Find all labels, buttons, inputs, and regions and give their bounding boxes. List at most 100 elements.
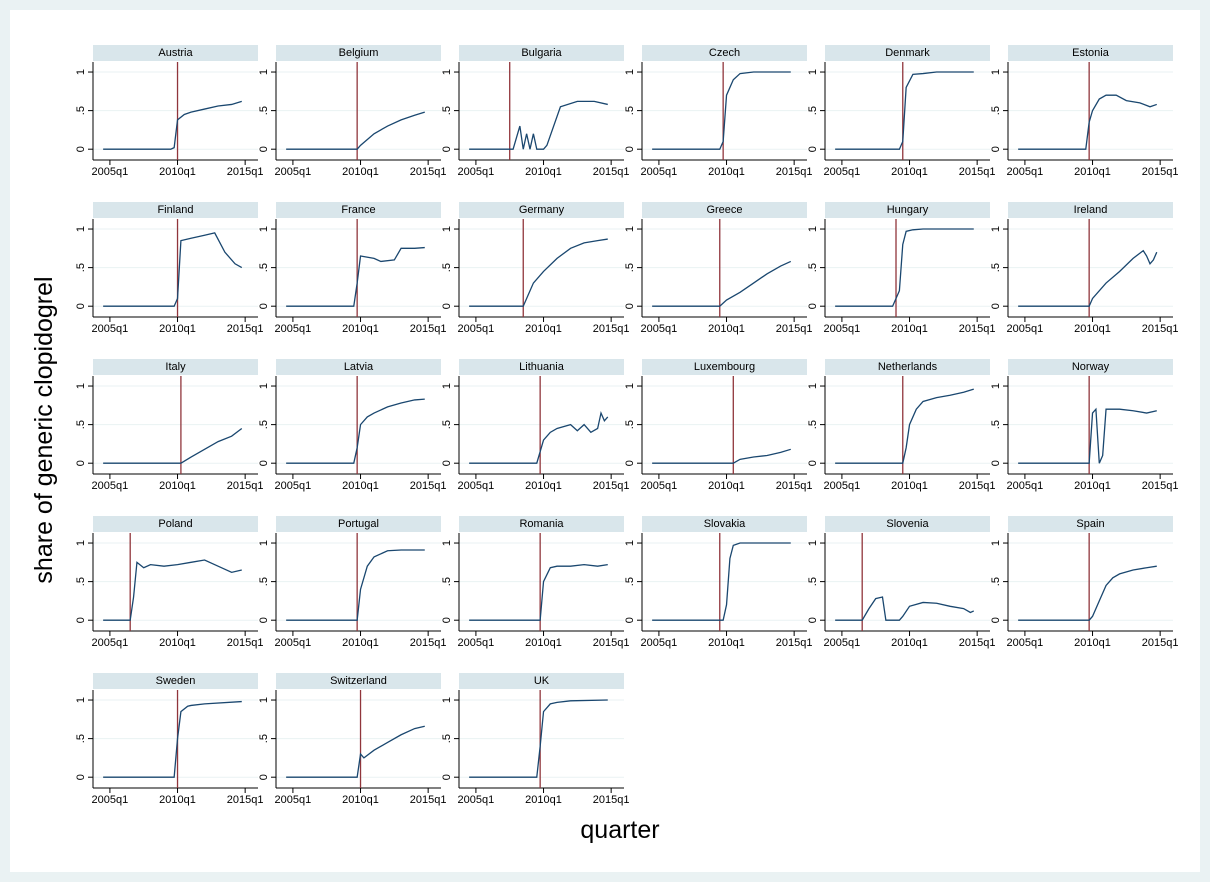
panel-title: Greece (706, 204, 742, 216)
series-line (1018, 94, 1157, 150)
y-tick-label: 0 (75, 146, 87, 152)
y-tick-label: .5 (75, 420, 87, 429)
x-tick-label: 2015q1 (410, 794, 447, 806)
panel-title-bar (459, 45, 624, 61)
y-tick-label: 0 (990, 460, 1002, 466)
x-tick-label: 2015q1 (776, 480, 813, 492)
y-tick-label: 1 (441, 383, 453, 389)
x-tick-label: 2010q1 (891, 637, 928, 649)
panel-title-bar (1008, 45, 1173, 61)
y-tick-label: .5 (624, 577, 636, 586)
x-tick-label: 2015q1 (959, 323, 996, 335)
series-line (835, 596, 975, 621)
y-tick-label: 0 (441, 303, 453, 309)
x-tick-label: 2010q1 (708, 323, 745, 335)
x-tick-label: 2015q1 (776, 323, 813, 335)
x-tick-label: 2015q1 (1142, 480, 1179, 492)
series-line (652, 260, 792, 307)
x-tick-label: 2015q1 (410, 480, 447, 492)
series-line (652, 448, 791, 464)
series-line (1018, 407, 1157, 464)
panel-title: Lithuania (519, 361, 565, 373)
x-tick-label: 2005q1 (92, 794, 129, 806)
x-tick-label: 2005q1 (92, 637, 129, 649)
y-axis-title: share of generic clopidogrel (30, 276, 58, 583)
y-tick-label: 1 (75, 383, 87, 389)
series-line (835, 228, 974, 307)
x-tick-label: 2010q1 (891, 166, 928, 178)
x-tick-label: 2005q1 (824, 166, 861, 178)
panel-title: Hungary (887, 204, 929, 216)
y-tick-label: 1 (258, 226, 270, 232)
y-tick-label: 0 (441, 460, 453, 466)
x-tick-label: 2010q1 (159, 480, 196, 492)
y-tick-label: 1 (624, 383, 636, 389)
panel-title-bar (642, 516, 807, 532)
x-tick-label: 2010q1 (1074, 166, 1111, 178)
y-tick-label: .5 (75, 577, 87, 586)
x-tick-label: 2015q1 (410, 323, 447, 335)
y-tick-label: 0 (75, 303, 87, 309)
panel-title-bar (276, 673, 441, 689)
y-tick-label: .5 (990, 420, 1002, 429)
y-tick-label: 1 (441, 697, 453, 703)
series-line (286, 725, 425, 778)
y-tick-label: .5 (441, 734, 453, 743)
y-tick-label: 0 (258, 617, 270, 623)
panel-title-bar (93, 516, 258, 532)
x-tick-label: 2015q1 (776, 166, 813, 178)
x-tick-label: 2005q1 (275, 480, 312, 492)
panel-title-bar (1008, 359, 1173, 375)
panel-title-bar (276, 359, 441, 375)
y-tick-label: 0 (258, 774, 270, 780)
panel-title-bar (642, 202, 807, 218)
panel-title-bar (276, 202, 441, 218)
y-tick-label: 0 (75, 460, 87, 466)
panel-title-bar (93, 45, 258, 61)
panel-title: Luxembourg (694, 361, 755, 373)
panel-title-bar (276, 45, 441, 61)
x-tick-label: 2005q1 (641, 166, 678, 178)
panel-title: Portugal (338, 518, 379, 530)
panel-title-bar (93, 673, 258, 689)
panel-title: Norway (1072, 361, 1110, 373)
panel-title: Poland (158, 518, 192, 530)
y-tick-label: 1 (75, 540, 87, 546)
panel-title-bar (642, 359, 807, 375)
x-tick-label: 2010q1 (342, 166, 379, 178)
x-tick-label: 2005q1 (1007, 166, 1044, 178)
y-tick-label: .5 (441, 420, 453, 429)
panel-title-bar (93, 359, 258, 375)
x-tick-label: 2015q1 (959, 637, 996, 649)
y-tick-label: 0 (258, 460, 270, 466)
x-tick-label: 2005q1 (641, 480, 678, 492)
panel-title: Sweden (156, 675, 196, 687)
x-tick-label: 2010q1 (1074, 323, 1111, 335)
y-tick-label: 0 (258, 303, 270, 309)
y-tick-label: 0 (75, 617, 87, 623)
x-axis-title: quarter (580, 816, 659, 844)
x-tick-label: 2010q1 (342, 480, 379, 492)
panel-title: Germany (519, 204, 565, 216)
panel-title: Estonia (1072, 47, 1110, 59)
series-line (286, 398, 425, 464)
x-tick-label: 2010q1 (525, 323, 562, 335)
series-line (469, 563, 608, 621)
x-tick-label: 2005q1 (458, 480, 495, 492)
panel-title-bar (459, 516, 624, 532)
panel-title-bar (825, 45, 990, 61)
panel-title: Denmark (885, 47, 930, 59)
x-tick-label: 2010q1 (525, 794, 562, 806)
series-line (469, 410, 609, 464)
x-tick-label: 2010q1 (525, 480, 562, 492)
x-tick-label: 2005q1 (458, 637, 495, 649)
panel-title-bar (1008, 202, 1173, 218)
x-tick-label: 2015q1 (410, 166, 447, 178)
y-tick-label: 0 (75, 774, 87, 780)
panel-title: Belgium (339, 47, 379, 59)
y-tick-label: .5 (258, 263, 270, 272)
series-line (835, 388, 974, 464)
y-tick-label: 0 (624, 146, 636, 152)
x-tick-label: 2005q1 (275, 323, 312, 335)
y-tick-label: .5 (441, 106, 453, 115)
